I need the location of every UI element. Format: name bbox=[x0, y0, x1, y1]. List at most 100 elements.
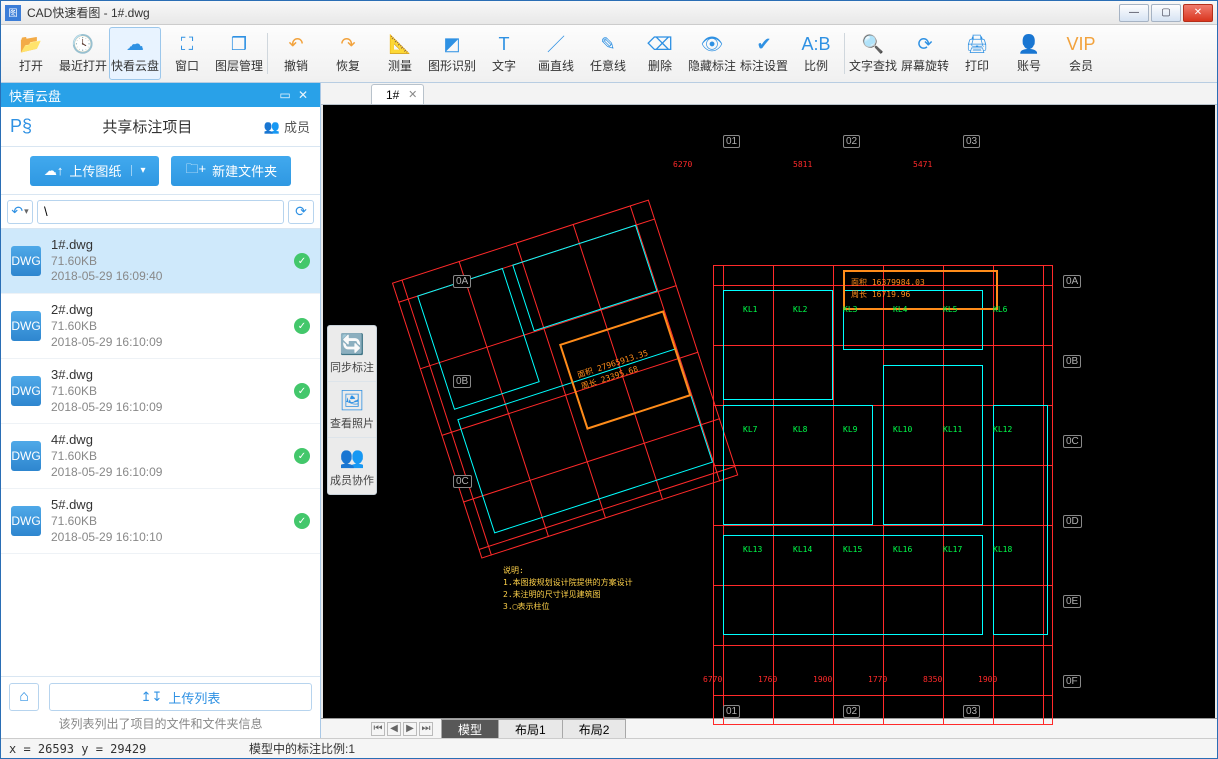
tool-freeline[interactable]: ✎任意线 bbox=[582, 27, 634, 80]
canvas-tool-collab[interactable]: 👥成员协作 bbox=[328, 438, 376, 494]
canvas[interactable]: 面积 27965913.35周长 23395.68面积 16379984.03周… bbox=[323, 105, 1215, 718]
tool-print[interactable]: 🖨打印 bbox=[951, 27, 1003, 80]
upload-drawing-button[interactable]: ☁↑ 上传图纸 ▾ bbox=[30, 156, 160, 186]
sync-icon: 🔄 bbox=[340, 332, 365, 357]
sidebar-close-button[interactable]: ✕ bbox=[294, 86, 312, 104]
layout-tab[interactable]: 模型 bbox=[441, 719, 499, 738]
home-button[interactable]: ⌂ bbox=[9, 683, 39, 711]
tool-markset[interactable]: ✔标注设置 bbox=[738, 27, 790, 80]
close-button[interactable]: ✕ bbox=[1183, 4, 1213, 22]
document-tab[interactable]: 1# ✕ bbox=[371, 84, 424, 104]
canvas-tool-sync[interactable]: 🔄同步标注 bbox=[328, 326, 376, 382]
undo-label: 撤销 bbox=[284, 57, 308, 74]
file-size: 71.60KB bbox=[51, 514, 284, 530]
tool-open[interactable]: 📂打开 bbox=[5, 27, 57, 80]
status-scale: 模型中的标注比例:1 bbox=[241, 740, 355, 757]
new-folder-label: 新建文件夹 bbox=[212, 161, 277, 180]
refresh-button[interactable]: ⟳ bbox=[288, 200, 314, 224]
cad-gtxt: 1900 bbox=[813, 675, 832, 684]
sidebar-panel: 快看云盘 ▭ ✕ P§ 共享标注项目 👥 成员 ☁↑ 上传图纸 ▾ 🗀+ 新建文… bbox=[1, 83, 321, 738]
maximize-button[interactable]: ▢ bbox=[1151, 4, 1181, 22]
sidebar-footer: ⌂ ↥↧ 上传列表 该列表列出了项目的文件和文件夹信息 bbox=[1, 676, 320, 738]
cad-gtxt: KL8 bbox=[793, 425, 807, 434]
layout-nav-arrow[interactable]: ◀ bbox=[387, 722, 401, 736]
upload-icon: ☁↑ bbox=[44, 163, 64, 179]
file-name: 5#.dwg bbox=[51, 497, 284, 514]
cad-gtxt: KL18 bbox=[993, 545, 1012, 554]
file-name: 4#.dwg bbox=[51, 432, 284, 449]
sidebar-dock-button[interactable]: ▭ bbox=[276, 86, 294, 104]
tool-line[interactable]: ／画直线 bbox=[530, 27, 582, 80]
cad-gtxt: KL2 bbox=[793, 305, 807, 314]
photo-icon: 🖼 bbox=[339, 388, 364, 413]
tool-redo[interactable]: ↷恢复 bbox=[322, 27, 374, 80]
shape-label: 图形识别 bbox=[428, 57, 476, 74]
cad-gtxt: KL11 bbox=[943, 425, 962, 434]
tool-vip[interactable]: VIP会员 bbox=[1055, 27, 1107, 80]
open-label: 打开 bbox=[19, 57, 43, 74]
cad-gtxt: KL13 bbox=[743, 545, 762, 554]
dwg-file-icon: DWG bbox=[11, 376, 41, 406]
cad-gtxt: KL17 bbox=[943, 545, 962, 554]
dwg-file-icon: DWG bbox=[11, 506, 41, 536]
hide-label: 隐藏标注 bbox=[688, 57, 736, 74]
file-item[interactable]: DWG 5#.dwg 71.60KB 2018-05-29 16:10:10 ✓ bbox=[1, 489, 320, 554]
tool-layer[interactable]: ❒图层管理 bbox=[213, 27, 265, 80]
tool-delete[interactable]: ⌫删除 bbox=[634, 27, 686, 80]
file-name: 1#.dwg bbox=[51, 237, 284, 254]
tool-recent[interactable]: 🕓最近打开 bbox=[57, 27, 109, 80]
tool-shape[interactable]: ◩图形识别 bbox=[426, 27, 478, 80]
delete-icon: ⌫ bbox=[648, 33, 672, 55]
dwg-file-icon: DWG bbox=[11, 246, 41, 276]
new-folder-button[interactable]: 🗀+ 新建文件夹 bbox=[171, 156, 291, 186]
cad-gtxt: KL9 bbox=[843, 425, 857, 434]
markset-icon: ✔ bbox=[752, 33, 776, 55]
minimize-button[interactable]: — bbox=[1119, 4, 1149, 22]
tool-cloud[interactable]: ☁快看云盘 bbox=[109, 27, 161, 80]
synced-check-icon: ✓ bbox=[294, 253, 310, 269]
status-coords: x = 26593 y = 29429 bbox=[1, 742, 241, 756]
tool-text[interactable]: T文字 bbox=[478, 27, 530, 80]
tool-account[interactable]: 👤账号 bbox=[1003, 27, 1055, 80]
tab-close-icon[interactable]: ✕ bbox=[408, 88, 417, 101]
file-item[interactable]: DWG 3#.dwg 71.60KB 2018-05-29 16:10:09 ✓ bbox=[1, 359, 320, 424]
members-icon: 👥 bbox=[264, 119, 280, 135]
upload-list-button[interactable]: ↥↧ 上传列表 bbox=[49, 683, 312, 711]
cad-gbox bbox=[883, 365, 983, 525]
tool-measure[interactable]: 📐测量 bbox=[374, 27, 426, 80]
tool-hide[interactable]: 👁隐藏标注 bbox=[686, 27, 738, 80]
tool-scale[interactable]: A:B比例 bbox=[790, 27, 842, 80]
cad-gtxt: KL10 bbox=[893, 425, 912, 434]
cad-gtxt: 1770 bbox=[868, 675, 887, 684]
tool-findtext[interactable]: 🔍文字查找 bbox=[847, 27, 899, 80]
line-icon: ／ bbox=[544, 33, 568, 55]
tool-undo[interactable]: ↶撤销 bbox=[270, 27, 322, 80]
layout-nav-arrow[interactable]: ⏮ bbox=[371, 722, 385, 736]
canvas-tool-photo[interactable]: 🖼查看照片 bbox=[328, 382, 376, 438]
layout-tab[interactable]: 布局1 bbox=[498, 719, 563, 738]
path-input[interactable] bbox=[37, 200, 284, 224]
members-button[interactable]: 👥 成员 bbox=[254, 117, 320, 136]
path-row: ↶▾ ⟳ bbox=[1, 195, 320, 229]
account-icon: 👤 bbox=[1017, 33, 1041, 55]
file-name: 2#.dwg bbox=[51, 302, 284, 319]
share-title: 共享标注项目 bbox=[41, 116, 254, 137]
file-size: 71.60KB bbox=[51, 384, 284, 400]
layout-nav-arrow[interactable]: ▶ bbox=[403, 722, 417, 736]
file-size: 71.60KB bbox=[51, 254, 284, 270]
file-item[interactable]: DWG 1#.dwg 71.60KB 2018-05-29 16:09:40 ✓ bbox=[1, 229, 320, 294]
layout-nav-arrow[interactable]: ⏭ bbox=[419, 722, 433, 736]
file-item[interactable]: DWG 4#.dwg 71.60KB 2018-05-29 16:10:09 ✓ bbox=[1, 424, 320, 489]
recent-label: 最近打开 bbox=[59, 57, 107, 74]
back-button[interactable]: ↶▾ bbox=[7, 200, 33, 224]
file-item[interactable]: DWG 2#.dwg 71.60KB 2018-05-29 16:10:09 ✓ bbox=[1, 294, 320, 359]
layout-tab[interactable]: 布局2 bbox=[562, 719, 627, 738]
app-icon: 图 bbox=[5, 5, 21, 21]
tool-window[interactable]: ⛶窗口 bbox=[161, 27, 213, 80]
cad-ytxt: 3.▢表示柱位 bbox=[503, 601, 549, 612]
share-row: P§ 共享标注项目 👥 成员 bbox=[1, 107, 320, 147]
layer-icon: ❒ bbox=[227, 33, 251, 55]
sidebar-hint: 该列表列出了项目的文件和文件夹信息 bbox=[9, 715, 312, 732]
tool-rotate[interactable]: ⟳屏幕旋转 bbox=[899, 27, 951, 80]
freeline-label: 任意线 bbox=[590, 57, 626, 74]
